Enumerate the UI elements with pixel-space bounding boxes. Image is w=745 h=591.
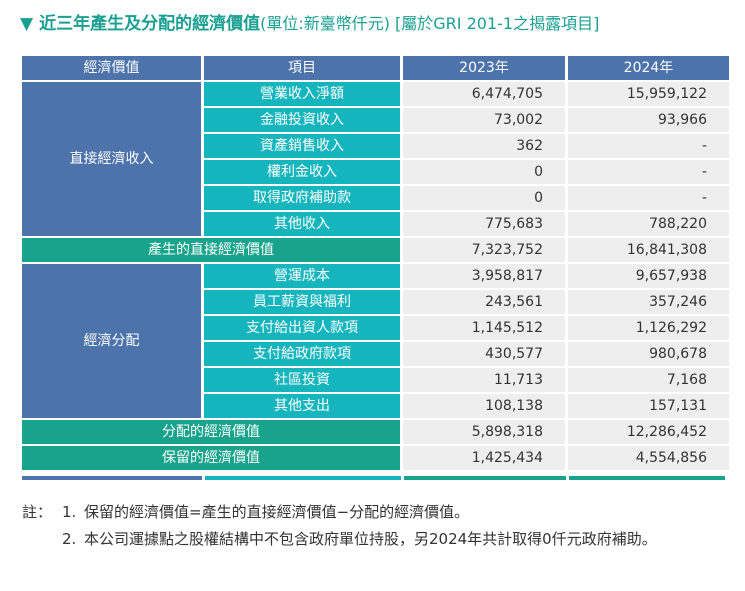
value-2023: 6,474,705 xyxy=(403,82,565,106)
row-item: 其他收入 xyxy=(204,212,400,236)
direct-total-label: 產生的直接經濟價值 xyxy=(22,238,400,262)
table-row: 金融投資收入 73,002 93,966 xyxy=(22,108,729,132)
table-row: 其他支出 108,138 157,131 xyxy=(22,394,729,418)
total-row: 分配的經濟價值 5,898,318 12,286,452 xyxy=(22,420,729,444)
value-2024: - xyxy=(568,160,729,184)
footnote-number: 1. xyxy=(62,503,77,521)
group-distribution: 經濟分配 xyxy=(22,264,201,418)
rule-segment xyxy=(569,476,725,480)
group-direct-income: 直接經濟收入 xyxy=(22,82,201,236)
table-bottom-rule xyxy=(19,476,728,480)
value-2024: 16,841,308 xyxy=(568,238,729,262)
value-2024: 1,126,292 xyxy=(568,316,729,340)
distribution-total-label: 分配的經濟價值 xyxy=(22,420,400,444)
value-2023: 7,323,752 xyxy=(403,238,565,262)
footnote-number: 2. xyxy=(62,530,77,548)
rule-segment xyxy=(205,476,401,480)
table-row: 權利金收入 0 - xyxy=(22,160,729,184)
value-2024: 357,246 xyxy=(568,290,729,314)
table-row: 直接經濟收入 營業收入淨額 6,474,705 15,959,122 xyxy=(22,82,729,236)
value-2024: - xyxy=(568,134,729,158)
page-title: ▼ 近三年產生及分配的經濟價值(單位:新臺幣仟元) [屬於GRI 201-1之揭露… xyxy=(20,9,599,39)
value-2024: 9,657,938 xyxy=(568,264,729,288)
table-row: 取得政府補助款 0 - xyxy=(22,186,729,210)
value-2024: 15,959,122 xyxy=(568,82,729,106)
table-row: 支付給出資人款項 1,145,512 1,126,292 xyxy=(22,316,729,340)
footnote: 2. 本公司運據點之股權結構中不包含政府單位持股，另2024年共計取得0仟元政府… xyxy=(22,526,734,553)
value-2024: 4,554,856 xyxy=(568,446,729,470)
rule-segment xyxy=(22,476,202,480)
value-2024: - xyxy=(568,186,729,210)
table-row: 資產銷售收入 362 - xyxy=(22,134,729,158)
table-header-row: 經濟價值 項目 2023年 2024年 xyxy=(22,56,729,80)
value-2023: 108,138 xyxy=(403,394,565,418)
row-item: 支付給出資人款項 xyxy=(204,316,400,340)
value-2024: 157,131 xyxy=(568,394,729,418)
header-2023: 2023年 xyxy=(403,56,565,80)
title-unit: (單位:新臺幣仟元) [屬於GRI 201-1之揭露項目] xyxy=(260,14,600,33)
total-row: 產生的直接經濟價值 7,323,752 16,841,308 xyxy=(22,238,729,262)
footnote: 註： 1. 保留的經濟價值=產生的直接經濟價值−分配的經濟價值。 xyxy=(22,499,734,526)
value-2024: 12,286,452 xyxy=(568,420,729,444)
value-2023: 5,898,318 xyxy=(403,420,565,444)
value-2024: 7,168 xyxy=(568,368,729,392)
economic-value-table: 經濟價值 項目 2023年 2024年 直接經濟收入 營業收入淨額 6,474,… xyxy=(19,54,732,472)
value-2024: 788,220 xyxy=(568,212,729,236)
value-2023: 0 xyxy=(403,160,565,184)
table-row: 員工薪資與福利 243,561 357,246 xyxy=(22,290,729,314)
row-item: 營運成本 xyxy=(204,264,400,288)
row-item: 其他支出 xyxy=(204,394,400,418)
rule-segment xyxy=(404,476,566,480)
header-economic-value: 經濟價值 xyxy=(22,56,201,80)
total-row: 保留的經濟價值 1,425,434 4,554,856 xyxy=(22,446,729,470)
row-item: 取得政府補助款 xyxy=(204,186,400,210)
value-2023: 430,577 xyxy=(403,342,565,366)
value-2023: 0 xyxy=(403,186,565,210)
table-row: 社區投資 11,713 7,168 xyxy=(22,368,729,392)
value-2023: 3,958,817 xyxy=(403,264,565,288)
retained-total-label: 保留的經濟價值 xyxy=(22,446,400,470)
row-item: 金融投資收入 xyxy=(204,108,400,132)
table-row: 其他收入 775,683 788,220 xyxy=(22,212,729,236)
table-row: 支付給政府款項 430,577 980,678 xyxy=(22,342,729,366)
row-item: 營業收入淨額 xyxy=(204,82,400,106)
value-2023: 73,002 xyxy=(403,108,565,132)
triangle-down-icon: ▼ xyxy=(20,14,34,34)
row-item: 社區投資 xyxy=(204,368,400,392)
value-2023: 775,683 xyxy=(403,212,565,236)
row-item: 權利金收入 xyxy=(204,160,400,184)
value-2023: 1,425,434 xyxy=(403,446,565,470)
title-main: 近三年產生及分配的經濟價值 xyxy=(39,14,261,34)
value-2024: 93,966 xyxy=(568,108,729,132)
footnotes: 註： 1. 保留的經濟價值=產生的直接經濟價值−分配的經濟價值。 2. 本公司運… xyxy=(22,499,734,553)
footnote-text: 保留的經濟價值=產生的直接經濟價值−分配的經濟價值。 xyxy=(84,503,470,521)
value-2023: 243,561 xyxy=(403,290,565,314)
footnote-text: 本公司運據點之股權結構中不包含政府單位持股，另2024年共計取得0仟元政府補助。 xyxy=(84,530,657,548)
header-item: 項目 xyxy=(204,56,400,80)
footnote-label: 註： xyxy=(22,503,53,521)
row-item: 員工薪資與福利 xyxy=(204,290,400,314)
row-item: 資產銷售收入 xyxy=(204,134,400,158)
value-2023: 1,145,512 xyxy=(403,316,565,340)
row-item: 支付給政府款項 xyxy=(204,342,400,366)
value-2024: 980,678 xyxy=(568,342,729,366)
value-2023: 362 xyxy=(403,134,565,158)
table-row: 經濟分配 營運成本 3,958,817 9,657,938 xyxy=(22,264,729,418)
value-2023: 11,713 xyxy=(403,368,565,392)
header-2024: 2024年 xyxy=(568,56,729,80)
